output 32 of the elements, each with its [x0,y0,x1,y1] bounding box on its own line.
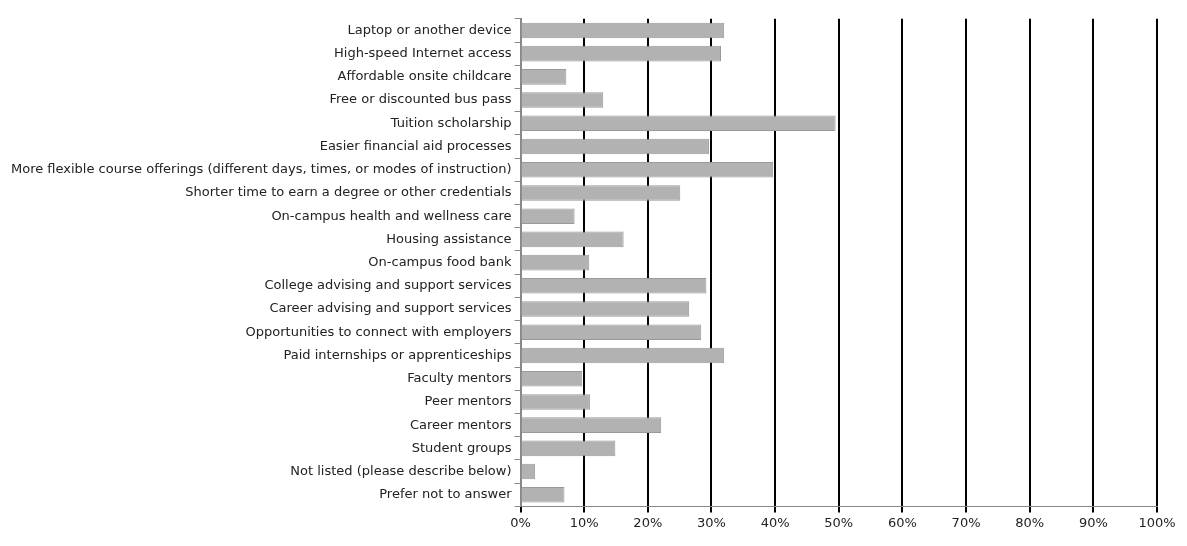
y-tick-label: Student groups [411,439,512,455]
x-tick-label: 50% [824,514,854,530]
x-tick-label: 80% [1015,514,1045,530]
x-tick-label: 40% [760,514,790,530]
y-tick-label: On-campus health and wellness care [271,207,512,223]
y-tick-label: Free or discounted bus pass [329,91,512,107]
x-tick-label: 100% [1138,514,1176,530]
y-tick-label: More flexible course offerings (different days, times, or modes of instruction) [10,161,512,177]
x-tick-label: 0% [510,514,531,530]
y-tick-label: High-speed Internet access [334,45,512,60]
y-tick-label: Prefer not to answer [379,486,513,502]
y-tick-label: Paid internships or apprenticeships [283,346,512,362]
x-tick-label: 30% [697,514,726,530]
y-tick-label: Opportunities to connect with employers [245,323,512,339]
y-tick-label: College advising and support services [264,277,512,293]
x-tick-label: 20% [633,514,663,530]
y-tick-label: Not listed (please describe below) [290,462,512,478]
x-tick-label: 60% [887,514,917,530]
y-tick-label: Affordable onsite childcare [337,68,512,84]
y-tick-label: Peer mentors [424,393,512,409]
y-tick-label: Tuition scholarship [389,114,512,130]
x-tick-label: 70% [951,514,981,530]
y-tick-label: Faculty mentors [407,370,512,386]
y-tick-label: Easier financial aid processes [319,137,512,153]
y-tick-label: Shorter time to earn a degree or other credentials [185,184,512,200]
y-tick-label: Career advising and support services [269,300,512,316]
y-tick-label: Housing assistance [386,230,512,246]
x-tick-label: 10% [569,514,599,530]
y-tick-label: Career mentors [409,416,512,432]
y-tick-label: Laptop or another device [347,21,512,37]
x-tick-label: 90% [1078,514,1108,530]
y-tick-label: On-campus food bank [368,253,512,269]
